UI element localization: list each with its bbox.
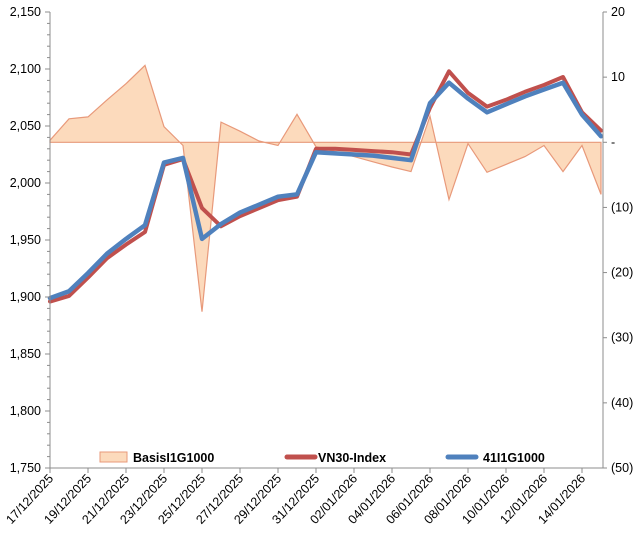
right-axis: 20 10 - (10) (20) (30) (40) (50): [602, 5, 633, 475]
left-axis-label: 2,150: [10, 5, 41, 19]
left-axis-label: 1,900: [10, 290, 41, 304]
left-axis-label: 2,050: [10, 119, 41, 133]
left-axis: 2,150 2,100 2,050 2,000 1,950 1,900 1,850 1,800…: [10, 5, 51, 475]
legend-label: VN30-Index: [318, 451, 386, 465]
legend-item-3: 41I1G1000: [445, 451, 545, 465]
left-axis-label: 1,950: [10, 233, 41, 247]
futures-41i1g1000-line: [47, 80, 604, 301]
vn30-index-line: [48, 69, 603, 304]
left-axis-label: 2,000: [10, 176, 41, 190]
left-axis-label: 1,750: [10, 461, 41, 475]
right-axis-label: 10: [611, 70, 625, 84]
right-axis-label: (40): [611, 396, 633, 410]
legend-label: 41I1G1000: [483, 451, 545, 465]
basis-area: [49, 64, 602, 312]
right-axis-label: (10): [611, 200, 633, 214]
legend-item-2: VN30-Index: [284, 451, 386, 465]
right-axis-label: (30): [611, 331, 633, 345]
futures-41i1g1000-line-series: [47, 80, 604, 301]
right-axis-label: (50): [611, 461, 633, 475]
legend-label: BasisI1G1000: [133, 451, 214, 465]
right-axis-label: (20): [611, 266, 633, 280]
legend-item-1: BasisI1G1000: [99, 451, 214, 465]
right-axis-label: 20: [611, 5, 625, 19]
vn30-index-line-series: [48, 69, 603, 304]
basis-area-series: [49, 64, 602, 312]
left-axis-label: 1,850: [10, 347, 41, 361]
legend: BasisI1G1000 VN30-Index 41I1G1000: [99, 451, 545, 465]
right-axis-label: -: [611, 135, 615, 149]
x-axis: 17/12/202519/12/202521/12/202523/12/2025…: [3, 467, 603, 527]
left-axis-label: 2,100: [10, 62, 41, 76]
legend-area-swatch: [99, 451, 128, 463]
left-axis-label: 1,800: [10, 404, 41, 418]
